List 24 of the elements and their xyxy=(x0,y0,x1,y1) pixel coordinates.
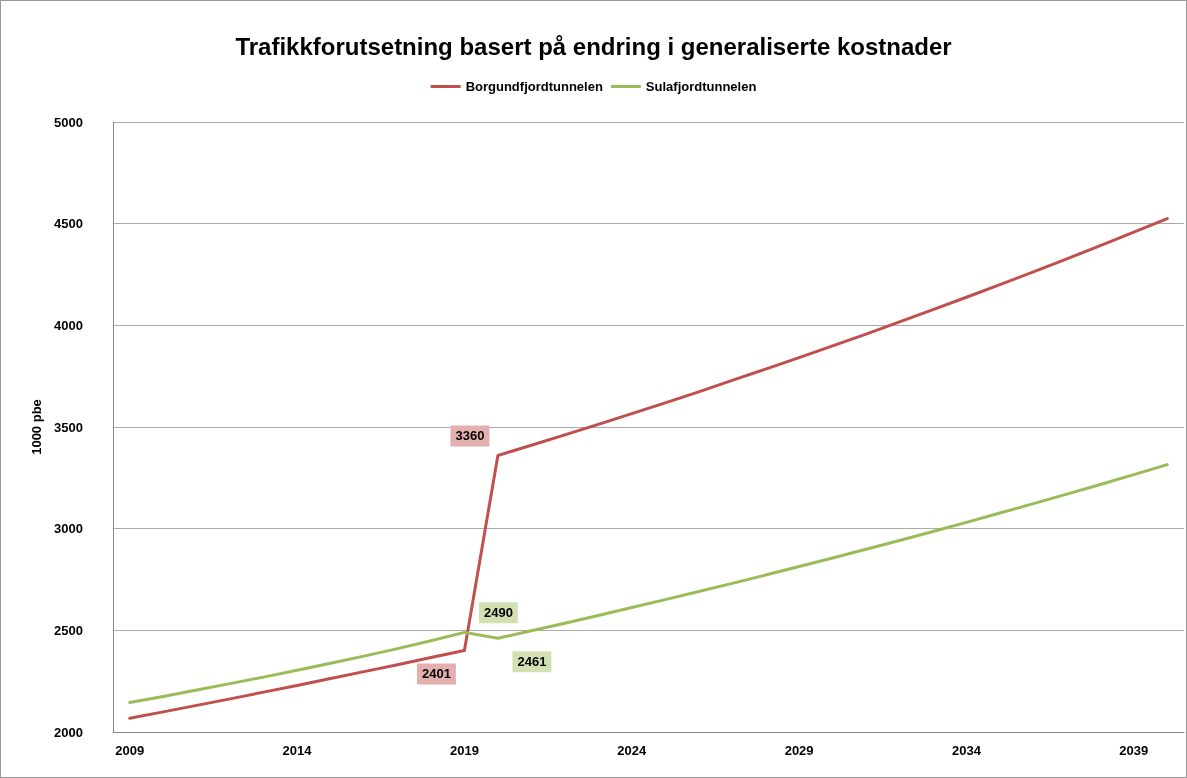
y-tick-label: 5000 xyxy=(54,114,83,130)
line-series xyxy=(128,217,1169,720)
y-tick-label: 4000 xyxy=(54,317,83,333)
y-tick-label: 4500 xyxy=(54,216,83,232)
x-tick-label: 2009 xyxy=(115,743,145,758)
x-tick-label: 2039 xyxy=(1119,743,1149,758)
data-label: 3360 xyxy=(455,428,485,444)
y-tick-label: 2000 xyxy=(54,724,83,740)
x-tick-label: 2019 xyxy=(449,743,479,758)
y-tick-label: 3000 xyxy=(54,521,83,537)
legend-label: Borgundfjordtunnelen xyxy=(465,79,603,94)
legend-label: Sulafjordtunnelen xyxy=(645,79,757,94)
y-tick-label: 3500 xyxy=(54,419,83,435)
chart-title: Trafikkforutsetning basert på endring i generaliserte kostnader xyxy=(235,32,952,60)
line-series xyxy=(128,463,1169,705)
y-tick-label: 2500 xyxy=(54,622,83,638)
data-label: 2490 xyxy=(483,605,513,621)
data-label: 2461 xyxy=(517,654,547,670)
data-label: 2401 xyxy=(421,666,451,682)
x-tick-label: 2029 xyxy=(784,743,814,758)
y-axis-title: 1000 pbe xyxy=(29,399,45,455)
x-tick-label: 2014 xyxy=(282,743,313,758)
x-tick-label: 2024 xyxy=(617,743,647,758)
x-tick-label: 2034 xyxy=(951,743,982,758)
